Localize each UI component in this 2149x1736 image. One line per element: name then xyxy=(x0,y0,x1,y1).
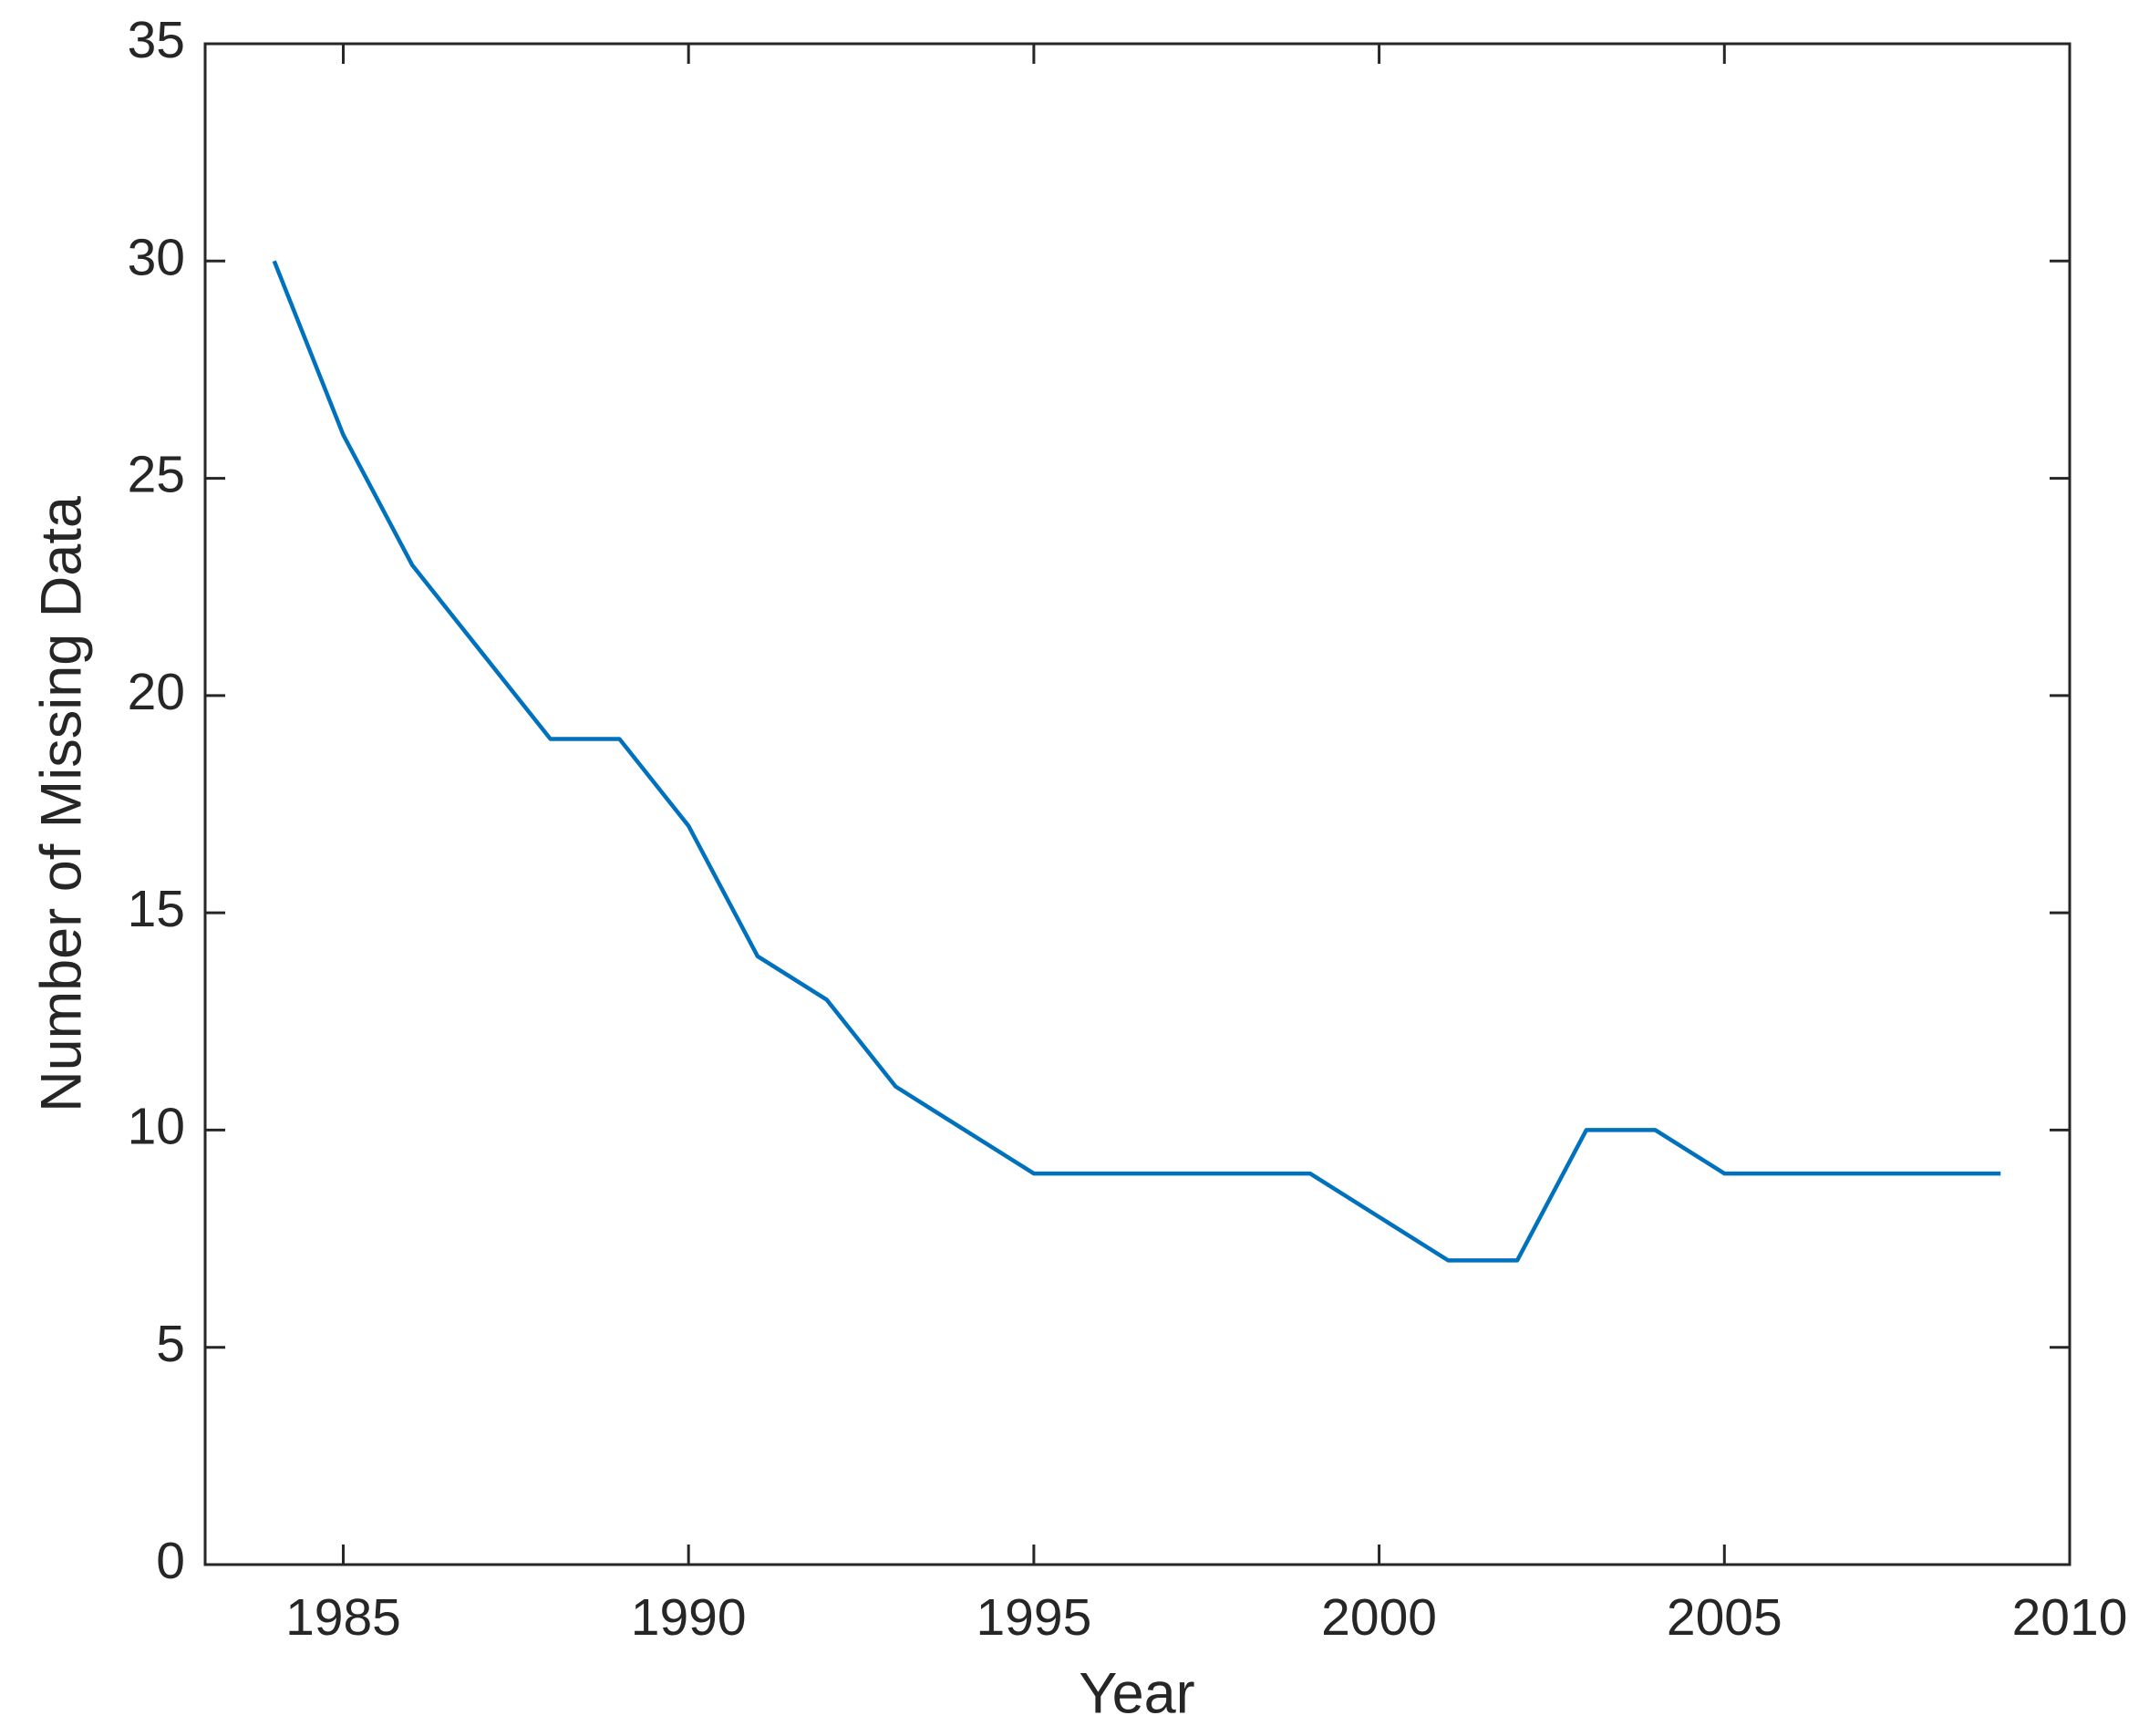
x-tick-label: 2000 xyxy=(1321,1588,1437,1647)
y-tick-label: 15 xyxy=(128,880,185,938)
y-axis-label: Number of Missing Data xyxy=(30,495,94,1112)
y-tick-label: 35 xyxy=(128,11,185,69)
y-tick-label: 30 xyxy=(128,228,185,286)
y-tick-label: 0 xyxy=(156,1532,185,1590)
data-line xyxy=(272,260,2001,1263)
x-axis-label: Year xyxy=(1079,1662,1194,1726)
x-tick-label: 2010 xyxy=(2012,1588,2128,1647)
x-tick-label: 1985 xyxy=(285,1588,401,1647)
y-tick-label: 10 xyxy=(128,1097,185,1155)
x-tick-label: 1990 xyxy=(631,1588,747,1647)
y-tick-label: 25 xyxy=(128,446,185,504)
y-tick-label: 5 xyxy=(156,1315,185,1373)
plot-frame xyxy=(203,42,2072,1566)
y-tick-label: 20 xyxy=(128,663,185,721)
x-tick-label: 1995 xyxy=(976,1588,1091,1647)
x-tick-label: 2005 xyxy=(1667,1588,1782,1647)
